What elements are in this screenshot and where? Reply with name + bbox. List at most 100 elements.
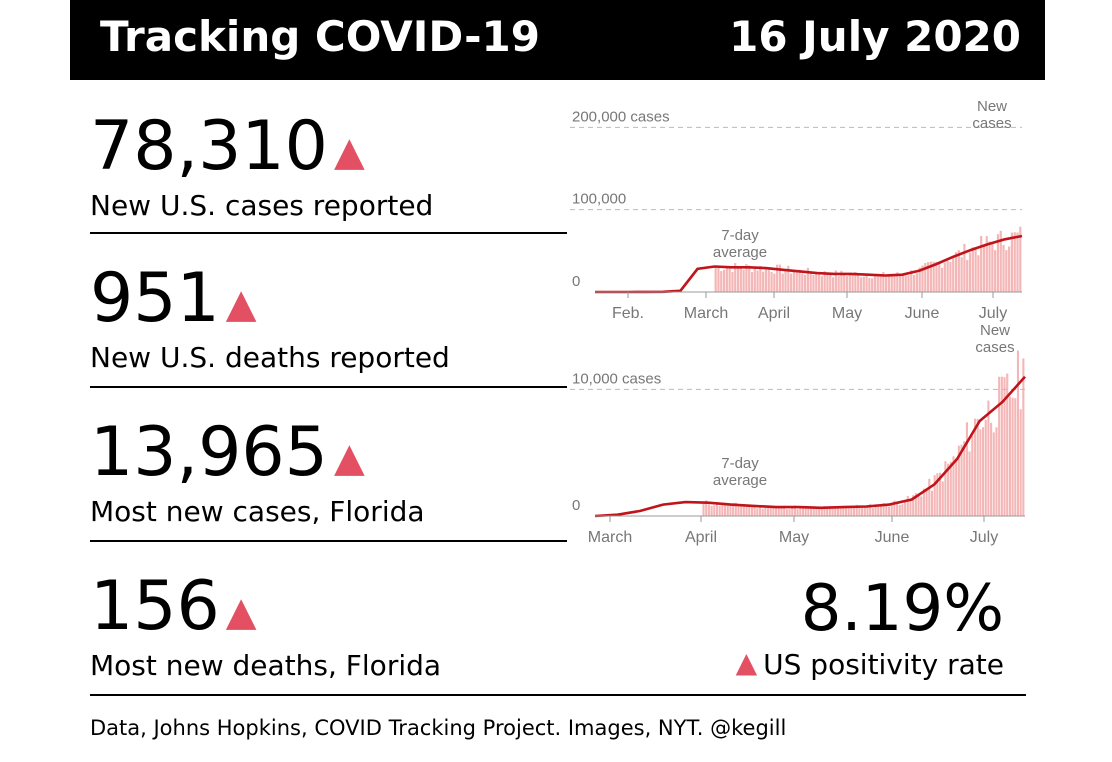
bar-mark bbox=[944, 461, 947, 516]
bar-mark bbox=[1006, 373, 1009, 516]
bar-mark bbox=[868, 277, 871, 292]
stat-label: New U.S. cases reported bbox=[90, 189, 434, 222]
bar-mark bbox=[715, 502, 719, 516]
bar-mark bbox=[748, 265, 751, 292]
stat-us-new-deaths: 951 ▲ New U.S. deaths reported bbox=[90, 262, 450, 375]
bar-mark bbox=[877, 506, 880, 516]
bar-mark bbox=[939, 472, 942, 516]
bar-mark bbox=[914, 493, 917, 516]
bar-mark bbox=[710, 505, 713, 516]
bar-mark bbox=[742, 505, 745, 516]
bar-mark bbox=[1019, 409, 1022, 516]
bar-mark bbox=[994, 250, 997, 292]
divider bbox=[90, 694, 1026, 696]
x-tick-label: April bbox=[758, 305, 790, 322]
bar-mark bbox=[762, 271, 765, 292]
bar-mark bbox=[843, 274, 846, 292]
bar-mark bbox=[935, 261, 938, 292]
bar-mark bbox=[912, 275, 916, 292]
bar-mark bbox=[865, 275, 868, 292]
bar-mark bbox=[862, 276, 865, 292]
bar-mark bbox=[873, 275, 877, 292]
bar-mark bbox=[818, 507, 821, 516]
x-tick-label: May bbox=[832, 305, 862, 322]
bar-mark bbox=[729, 504, 732, 516]
bar-mark bbox=[1022, 358, 1025, 516]
bar-mark bbox=[761, 508, 764, 516]
bar-mark bbox=[817, 274, 821, 292]
bar-mark bbox=[847, 508, 850, 516]
bar-mark bbox=[836, 506, 839, 516]
bar-mark bbox=[809, 272, 812, 292]
bar-mark bbox=[780, 507, 783, 516]
bar-mark bbox=[775, 506, 778, 516]
bar-mark bbox=[812, 275, 815, 292]
annotation-new-cases: cases bbox=[972, 115, 1011, 132]
bar-mark bbox=[773, 273, 776, 292]
bar-mark bbox=[984, 419, 987, 516]
bar-mark bbox=[826, 506, 829, 516]
bar-mark bbox=[940, 267, 944, 292]
stat-most-cases-florida: 13,965 ▲ Most new cases, Florida bbox=[90, 416, 425, 529]
bar-mark bbox=[906, 496, 909, 516]
stat-most-deaths-florida: 156 ▲ Most new deaths, Florida bbox=[90, 570, 441, 683]
bar-mark bbox=[845, 276, 849, 292]
annotation-7day: average bbox=[713, 472, 767, 489]
divider bbox=[90, 540, 567, 542]
stat-value: 951 bbox=[90, 259, 220, 338]
bar-mark bbox=[739, 268, 742, 292]
stat-value: 156 bbox=[90, 567, 220, 646]
annotation-7day: 7-day bbox=[721, 227, 759, 244]
bar-mark bbox=[869, 503, 872, 516]
bar-mark bbox=[795, 270, 798, 292]
bar-mark bbox=[724, 502, 727, 516]
bar-mark bbox=[790, 273, 793, 292]
bar-mark bbox=[857, 273, 860, 292]
y-tick-label: 200,000 cases bbox=[572, 108, 670, 125]
y-tick-label: 0 bbox=[572, 497, 580, 514]
bar-mark bbox=[921, 265, 924, 292]
bar-mark bbox=[804, 505, 807, 516]
bar-mark bbox=[996, 234, 1000, 292]
bar-mark bbox=[887, 506, 891, 516]
bar-mark bbox=[947, 463, 950, 516]
bar-mark bbox=[801, 506, 805, 516]
bar-mark bbox=[943, 262, 946, 292]
bar-mark bbox=[901, 274, 905, 292]
bar-mark bbox=[770, 272, 773, 292]
bar-mark bbox=[769, 506, 772, 516]
bar-mark bbox=[912, 495, 915, 516]
bar-mark bbox=[920, 496, 923, 516]
bar-mark bbox=[831, 277, 835, 292]
bar-mark bbox=[778, 264, 782, 292]
bar-mark bbox=[968, 252, 972, 292]
bar-mark bbox=[854, 272, 857, 292]
bar-mark bbox=[1005, 250, 1008, 292]
bar-mark bbox=[803, 274, 807, 292]
bar-mark bbox=[885, 276, 888, 292]
bar-mark bbox=[767, 268, 770, 292]
bar-mark bbox=[871, 508, 874, 516]
bar-mark bbox=[901, 504, 904, 516]
x-tick-label: March bbox=[684, 305, 728, 322]
bar-mark bbox=[787, 265, 790, 292]
bar-mark bbox=[785, 509, 788, 516]
bar-mark bbox=[1019, 226, 1022, 292]
bar-mark bbox=[898, 504, 901, 516]
bar-mark bbox=[721, 505, 724, 516]
bar-mark bbox=[971, 247, 974, 292]
bar-mark bbox=[784, 270, 787, 292]
bar-mark bbox=[879, 505, 882, 516]
bar-mark bbox=[946, 260, 949, 292]
bar-mark bbox=[871, 278, 874, 292]
bar-mark bbox=[826, 274, 829, 292]
bar-mark bbox=[726, 505, 729, 516]
x-tick-label: May bbox=[779, 529, 809, 546]
bar-mark bbox=[910, 270, 913, 292]
x-tick-label: April bbox=[685, 529, 717, 546]
x-tick-label: July bbox=[979, 305, 1007, 322]
stat-label: New U.S. deaths reported bbox=[90, 341, 450, 374]
bar-mark bbox=[796, 509, 799, 516]
bar-mark bbox=[823, 271, 826, 292]
bar-mark bbox=[980, 235, 983, 292]
